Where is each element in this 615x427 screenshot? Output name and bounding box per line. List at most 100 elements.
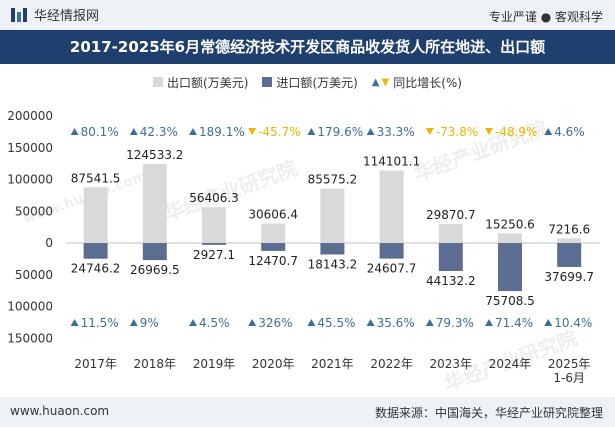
footer: www.huaon.com 数据来源：中国海关，华经产业研究院整理 — [0, 397, 615, 427]
growth-up-icon — [366, 319, 375, 326]
export-growth-label: 4.6% — [554, 125, 585, 139]
growth-up-icon — [544, 128, 553, 135]
growth-down-icon — [248, 128, 257, 135]
export-growth-label: 80.1% — [81, 125, 119, 139]
growth-up-icon — [485, 319, 493, 326]
export-value-label: 29870.7 — [426, 208, 476, 222]
export-bar — [202, 207, 226, 243]
growth-up-icon — [307, 319, 316, 326]
trade-chart: 200000 150000 100000 50000 0 50000 100000 15000… — [7, 109, 600, 385]
export-value-label: 87541.5 — [71, 171, 121, 185]
export-growth-label: -73.8% — [436, 125, 478, 139]
huajing-logo-icon — [11, 7, 27, 22]
import-value-label: 75708.5 — [485, 294, 535, 308]
import-bar — [202, 243, 226, 245]
legend-export-swatch — [153, 77, 164, 87]
export-growth-label: 33.3% — [377, 125, 415, 139]
y-tick-label: 150000 — [7, 331, 53, 345]
export-value-label: 85575.2 — [308, 173, 358, 187]
x-tick-label: 2025年 — [548, 357, 591, 371]
export-bar — [83, 187, 108, 243]
export-bar — [498, 233, 522, 243]
growth-up-icon — [544, 319, 553, 326]
import-bar — [142, 243, 167, 261]
x-tick-label: 2021年 — [311, 357, 354, 371]
import-value-label: 24746.2 — [71, 262, 121, 276]
import-value-label: 18143.2 — [308, 258, 358, 272]
export-value-label: 124533.2 — [126, 148, 183, 162]
import-growth-label: 79.3% — [436, 316, 474, 330]
growth-up-icon — [70, 319, 79, 326]
import-growth-label: 326% — [258, 316, 292, 330]
export-bar — [320, 188, 345, 243]
y-tick-label: 50000 — [15, 268, 53, 282]
growth-up-icon — [189, 319, 197, 326]
x-tick-label: 2024年 — [489, 357, 532, 371]
export-bar — [557, 238, 582, 243]
legend-import-label: 进口额(万美元) — [276, 75, 358, 90]
x-tick-label: 1-6月 — [553, 371, 585, 385]
legend-growth: ▲ ▼ 同比增长(%) — [372, 74, 462, 91]
growth-up-icon — [425, 319, 434, 326]
import-bar — [379, 243, 404, 259]
export-growth-label: 42.3% — [140, 125, 178, 139]
export-growth-label: -48.9% — [495, 125, 537, 139]
growth-up-icon — [189, 128, 197, 135]
legend-export-label: 出口额(万美元) — [167, 75, 249, 90]
import-growth-label: 10.4% — [554, 316, 592, 330]
legend-import: 进口额(万美元) — [262, 74, 358, 91]
growth-down-icon — [425, 128, 434, 135]
top-bar: 华经情报网 专业严谨 ● 客观科学 — [0, 0, 615, 30]
x-tick-label: 2020年 — [252, 357, 295, 371]
footer-website[interactable]: www.huaon.com — [10, 404, 110, 418]
export-growth-label: 179.6% — [317, 125, 363, 139]
import-growth-label: 11.5% — [81, 316, 119, 330]
import-bar — [261, 243, 286, 251]
y-tick-label: 200000 — [7, 109, 53, 123]
x-tick-label: 2019年 — [193, 357, 236, 371]
growth-up-icon — [248, 319, 257, 326]
import-value-label: 24607.7 — [367, 262, 417, 276]
x-tick-label: 2018年 — [134, 357, 177, 371]
triangle-down-icon: ▼ — [381, 76, 390, 88]
export-growth-label: -45.7% — [258, 125, 300, 139]
import-growth-label: 9% — [140, 316, 159, 330]
growth-up-icon — [307, 128, 316, 135]
y-tick-label: 150000 — [7, 141, 53, 155]
import-growth-label: 35.6% — [377, 316, 415, 330]
page-title: 2017-2025年6月常德经济技术开发区商品收发货人所在地进、出口额 — [0, 30, 615, 64]
y-tick-label: 100000 — [7, 300, 53, 314]
footer-source: 数据来源：中国海关，华经产业研究院整理 — [374, 406, 603, 420]
slogan: 专业严谨 ● 客观科学 — [488, 10, 603, 24]
y-tick-label: 100000 — [7, 173, 53, 187]
import-growth-label: 71.4% — [495, 316, 533, 330]
x-tick-label: 2022年 — [370, 357, 413, 371]
import-value-label: 2927.1 — [193, 248, 235, 262]
brand[interactable]: 华经情报网 — [10, 5, 99, 24]
growth-up-icon — [129, 319, 138, 326]
y-tick-label: 50000 — [15, 204, 53, 218]
import-value-label: 26969.5 — [130, 263, 180, 277]
growth-up-icon — [366, 128, 375, 135]
growth-up-icon — [129, 128, 138, 135]
growth-down-icon — [485, 128, 493, 135]
import-bar — [498, 243, 522, 292]
import-bar — [83, 243, 108, 259]
x-tick-label: 2023年 — [430, 357, 473, 371]
import-value-label: 12470.7 — [248, 254, 298, 268]
export-value-label: 30606.4 — [248, 208, 298, 222]
export-value-label: 15250.6 — [485, 217, 535, 231]
export-value-label: 114101.1 — [363, 155, 420, 169]
legend-import-swatch — [262, 77, 273, 87]
export-bar — [379, 170, 404, 243]
legend-export: 出口额(万美元) — [153, 74, 248, 91]
chart-legend: 出口额(万美元) 进口额(万美元) ▲ ▼ 同比增长(%) — [0, 72, 615, 92]
brand-name: 华经情报网 — [34, 9, 100, 24]
export-value-label: 56406.3 — [189, 191, 239, 205]
x-tick-label: 2017年 — [74, 357, 117, 371]
export-value-label: 7216.6 — [548, 222, 590, 236]
export-bar — [438, 224, 463, 243]
import-bar — [438, 243, 463, 272]
import-bar — [557, 243, 582, 267]
import-value-label: 44132.2 — [426, 274, 476, 288]
